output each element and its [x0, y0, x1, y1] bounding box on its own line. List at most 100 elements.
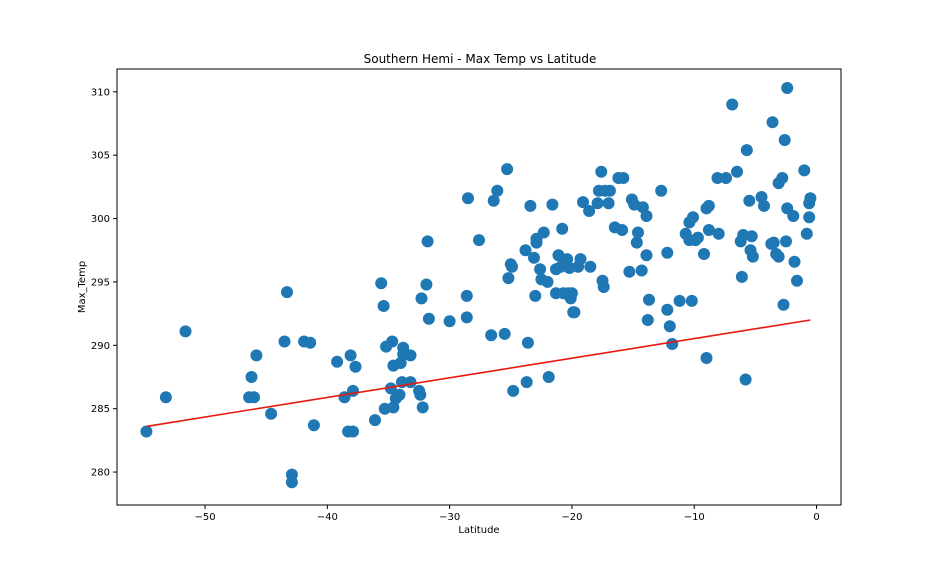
scatter-point	[420, 278, 433, 291]
regression-line	[146, 319, 811, 428]
scatter-point	[781, 82, 794, 94]
scatter-point	[460, 289, 473, 302]
scatter-point	[344, 349, 357, 362]
axes: −50 −40 −30 −20 −10 0 280 285 290 295 300 305 310	[91, 68, 842, 523]
scatter-point	[250, 349, 263, 362]
scatter-point	[404, 349, 417, 362]
scatter-point	[595, 165, 608, 178]
scatter-point	[798, 164, 811, 177]
scatter-point	[780, 235, 792, 248]
scatter-point	[331, 355, 344, 368]
scatter-point	[655, 184, 668, 197]
scatter-point	[377, 300, 390, 312]
scatter-point	[502, 272, 515, 285]
scatter-point	[778, 134, 791, 146]
scatter-point	[673, 294, 686, 307]
plot-border	[116, 68, 842, 506]
scatter-point	[602, 197, 615, 210]
scatter-point	[537, 226, 550, 239]
scatter-point	[746, 250, 759, 263]
scatter-point	[541, 275, 554, 288]
scatter-point	[691, 231, 704, 244]
scatter-point	[473, 234, 485, 247]
scatter-point	[304, 336, 317, 349]
scatter-point	[766, 116, 779, 129]
scatter-point	[248, 391, 260, 404]
scatter-point	[404, 376, 417, 389]
y-axis-label: Max_Temp	[77, 261, 88, 313]
scatter-point	[462, 192, 474, 205]
scatter-point	[506, 260, 518, 273]
scatter-point	[711, 172, 724, 184]
scatter-point	[534, 263, 547, 276]
scatter-point	[584, 260, 597, 273]
scatter-point	[767, 236, 780, 249]
scatter-point	[698, 248, 710, 260]
scatter-point	[278, 335, 291, 348]
scatter-point	[702, 199, 715, 212]
scatter-point	[640, 210, 653, 222]
y-tick-label: 280	[91, 468, 110, 479]
scatter-point	[603, 184, 616, 197]
scatter-point	[546, 198, 559, 211]
y-tick-label: 300	[91, 214, 110, 225]
scatter-point	[597, 281, 610, 293]
scatter-point	[591, 197, 604, 210]
scatter-point	[245, 371, 258, 383]
scatter-point	[635, 264, 648, 277]
scatter-point	[735, 270, 748, 283]
y-tick-label: 310	[91, 87, 110, 98]
scatter-point	[281, 286, 293, 299]
scatter-point	[791, 274, 803, 287]
scatter-point	[556, 222, 569, 235]
y-tick-label: 290	[91, 341, 110, 352]
scatter-point	[443, 315, 456, 328]
y-tick-label: 285	[91, 404, 110, 415]
scatter-point	[421, 235, 434, 248]
x-tick-label: 0	[813, 512, 819, 523]
scatter-point	[507, 384, 520, 397]
scatter-point	[347, 384, 359, 397]
scatter-point	[758, 199, 770, 212]
scatter-point	[617, 172, 630, 184]
scatter-point	[712, 227, 725, 240]
scatter-point	[422, 312, 435, 325]
scatter-point	[577, 196, 589, 209]
scatter-point	[661, 303, 674, 316]
scatter-point	[661, 246, 674, 259]
scatter-point	[776, 172, 789, 184]
scatter-point	[528, 251, 540, 264]
chart-title: Southern Hemi - Max Temp vs Latitude	[364, 52, 597, 66]
scatter-point	[663, 320, 676, 333]
x-tick-label: −30	[439, 512, 460, 523]
scatter-point	[501, 163, 514, 176]
scatter-point	[568, 306, 581, 319]
scatter-point	[788, 255, 801, 268]
scatter-point	[803, 211, 816, 224]
scatter-point	[179, 325, 192, 338]
scatter-point	[632, 226, 644, 239]
scatter-point	[521, 336, 534, 349]
scatter-point	[640, 249, 653, 262]
x-axis-label: Latitude	[458, 525, 499, 536]
scatter-point	[460, 311, 473, 324]
scatter-point	[415, 292, 428, 305]
scatter-point	[542, 371, 555, 383]
scatter-point	[414, 388, 427, 401]
scatter-point	[702, 224, 715, 236]
scatter-point	[416, 401, 429, 414]
y-tick-label: 305	[91, 151, 110, 162]
scatter-point	[804, 192, 817, 205]
scatter-point	[565, 287, 578, 300]
scatter-point	[485, 329, 498, 342]
scatter-point	[720, 172, 732, 184]
x-tick-label: −50	[194, 512, 215, 523]
scatter-point	[347, 425, 359, 438]
plot-area	[117, 69, 841, 505]
scatter-point	[731, 165, 743, 178]
x-tick-label: −20	[561, 512, 582, 523]
scatter-point	[574, 253, 587, 266]
scatter-point	[384, 382, 397, 395]
scatter-point	[700, 352, 713, 364]
